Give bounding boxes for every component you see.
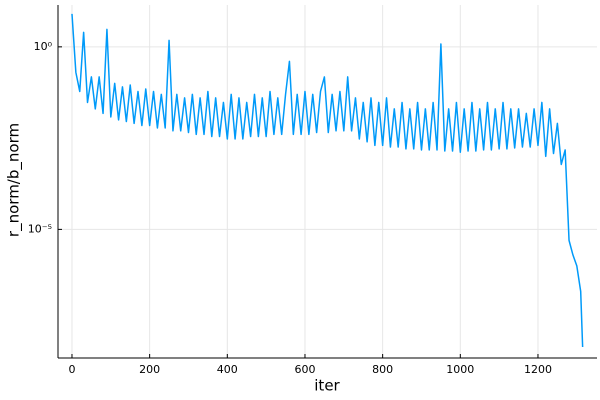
x-tick-label: 800 [372, 363, 393, 376]
x-tick-label: 1200 [524, 363, 552, 376]
x-axis-label: iter [314, 377, 340, 395]
data-line [71, 13, 584, 348]
x-tick-label: 400 [217, 363, 238, 376]
x-tick-label: 600 [294, 363, 315, 376]
y-tick-label: 10⁰ [34, 40, 53, 53]
y-axis-label: r_norm/b_norm [5, 123, 24, 237]
y-tick-label: 10⁻⁵ [28, 222, 52, 235]
x-tick-label: 1000 [446, 363, 474, 376]
x-tick-label: 200 [139, 363, 160, 376]
x-tick-label: 0 [68, 363, 75, 376]
